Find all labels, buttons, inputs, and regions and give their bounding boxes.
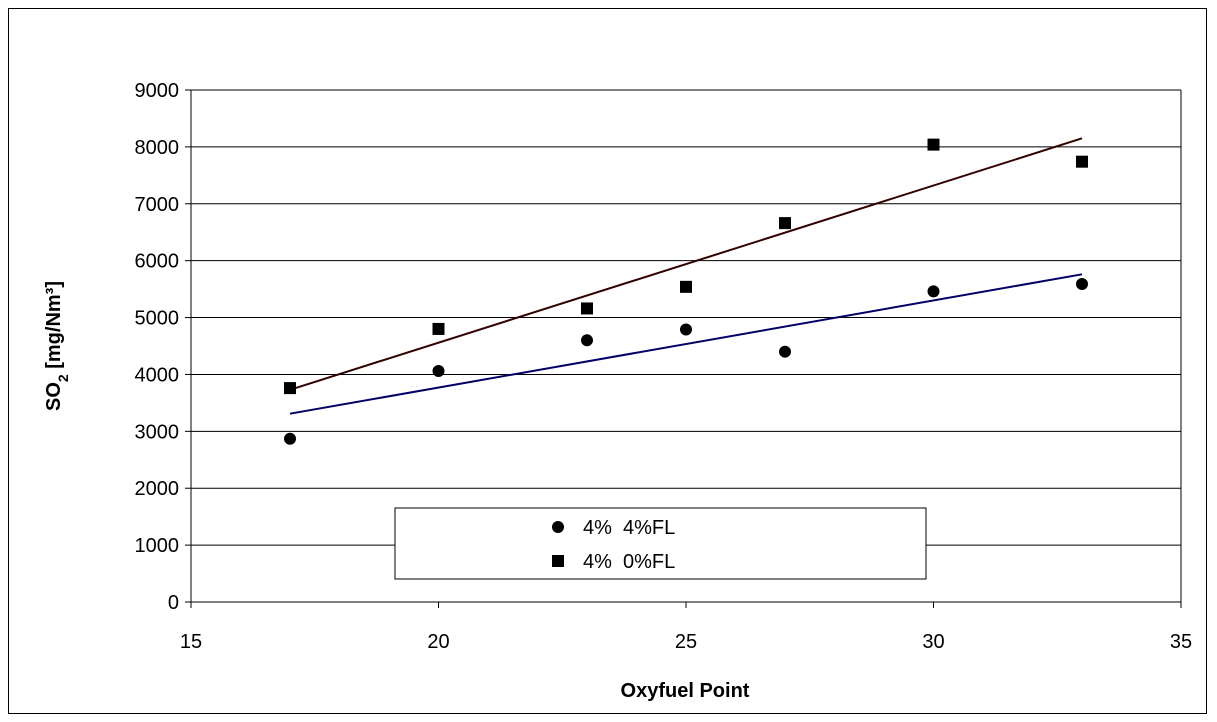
x-tick-label-25: 25 — [675, 631, 697, 653]
chart-frame — [8, 8, 1207, 714]
legend: 4% 4%FL 4% 0%FL — [394, 507, 927, 580]
grid-lines — [191, 89, 1181, 546]
y-tick-label-3000: 3000 — [135, 421, 180, 443]
point-series-2-1 — [284, 382, 296, 395]
x-tick-labels: 15 20 25 30 35 — [180, 631, 1192, 653]
y-tick-label-7000: 7000 — [135, 194, 180, 216]
point-series-1-6 — [927, 285, 940, 298]
x-axis-title: Oxyfuel Point — [621, 680, 750, 702]
x-tick-label-30: 30 — [922, 631, 944, 653]
trendline-series-2 — [289, 137, 1083, 391]
y-tick-label-0: 0 — [168, 592, 179, 614]
x-tick-label-15: 15 — [180, 631, 202, 653]
point-series-1-7 — [1076, 277, 1088, 290]
y-axis-title: SO2 [mg/Nm³] — [43, 281, 71, 411]
y-tick-labels: 0 1000 2000 3000 4000 5000 6000 7000 8000 9000 — [135, 80, 180, 614]
y-tick-label-2000: 2000 — [135, 478, 180, 500]
legend-box — [394, 507, 927, 580]
x-tick-label-35: 35 — [1170, 631, 1192, 653]
legend-marker-circle — [552, 521, 564, 533]
trendline-series-1 — [289, 273, 1083, 415]
axes — [185, 89, 1182, 608]
point-series-2-7 — [1076, 155, 1088, 168]
legend-label-series-1: 4% 4%FL — [583, 517, 675, 539]
point-series-2-2 — [432, 322, 445, 335]
point-series-1-2 — [432, 365, 445, 378]
y-tick-label-5000: 5000 — [135, 308, 180, 330]
point-series-1-3 — [581, 334, 593, 347]
point-series-2-3 — [581, 302, 593, 315]
point-series-2-6 — [927, 138, 940, 151]
trendlines — [289, 137, 1083, 415]
y-tick-label-4000: 4000 — [135, 364, 180, 386]
y-tick-label-9000: 9000 — [135, 80, 180, 102]
point-series-2-4 — [680, 280, 692, 293]
point-series-1-1 — [284, 432, 296, 445]
data-points — [284, 138, 1088, 445]
point-series-1-5 — [779, 345, 791, 358]
y-tick-label-1000: 1000 — [135, 535, 180, 557]
point-series-1-4 — [680, 323, 692, 336]
legend-marker-square — [552, 555, 564, 567]
y-tick-label-8000: 8000 — [135, 137, 180, 159]
y-tick-label-6000: 6000 — [135, 251, 180, 273]
point-series-2-5 — [779, 217, 791, 230]
x-tick-label-20: 20 — [427, 631, 449, 653]
legend-label-series-2: 4% 0%FL — [583, 551, 675, 573]
